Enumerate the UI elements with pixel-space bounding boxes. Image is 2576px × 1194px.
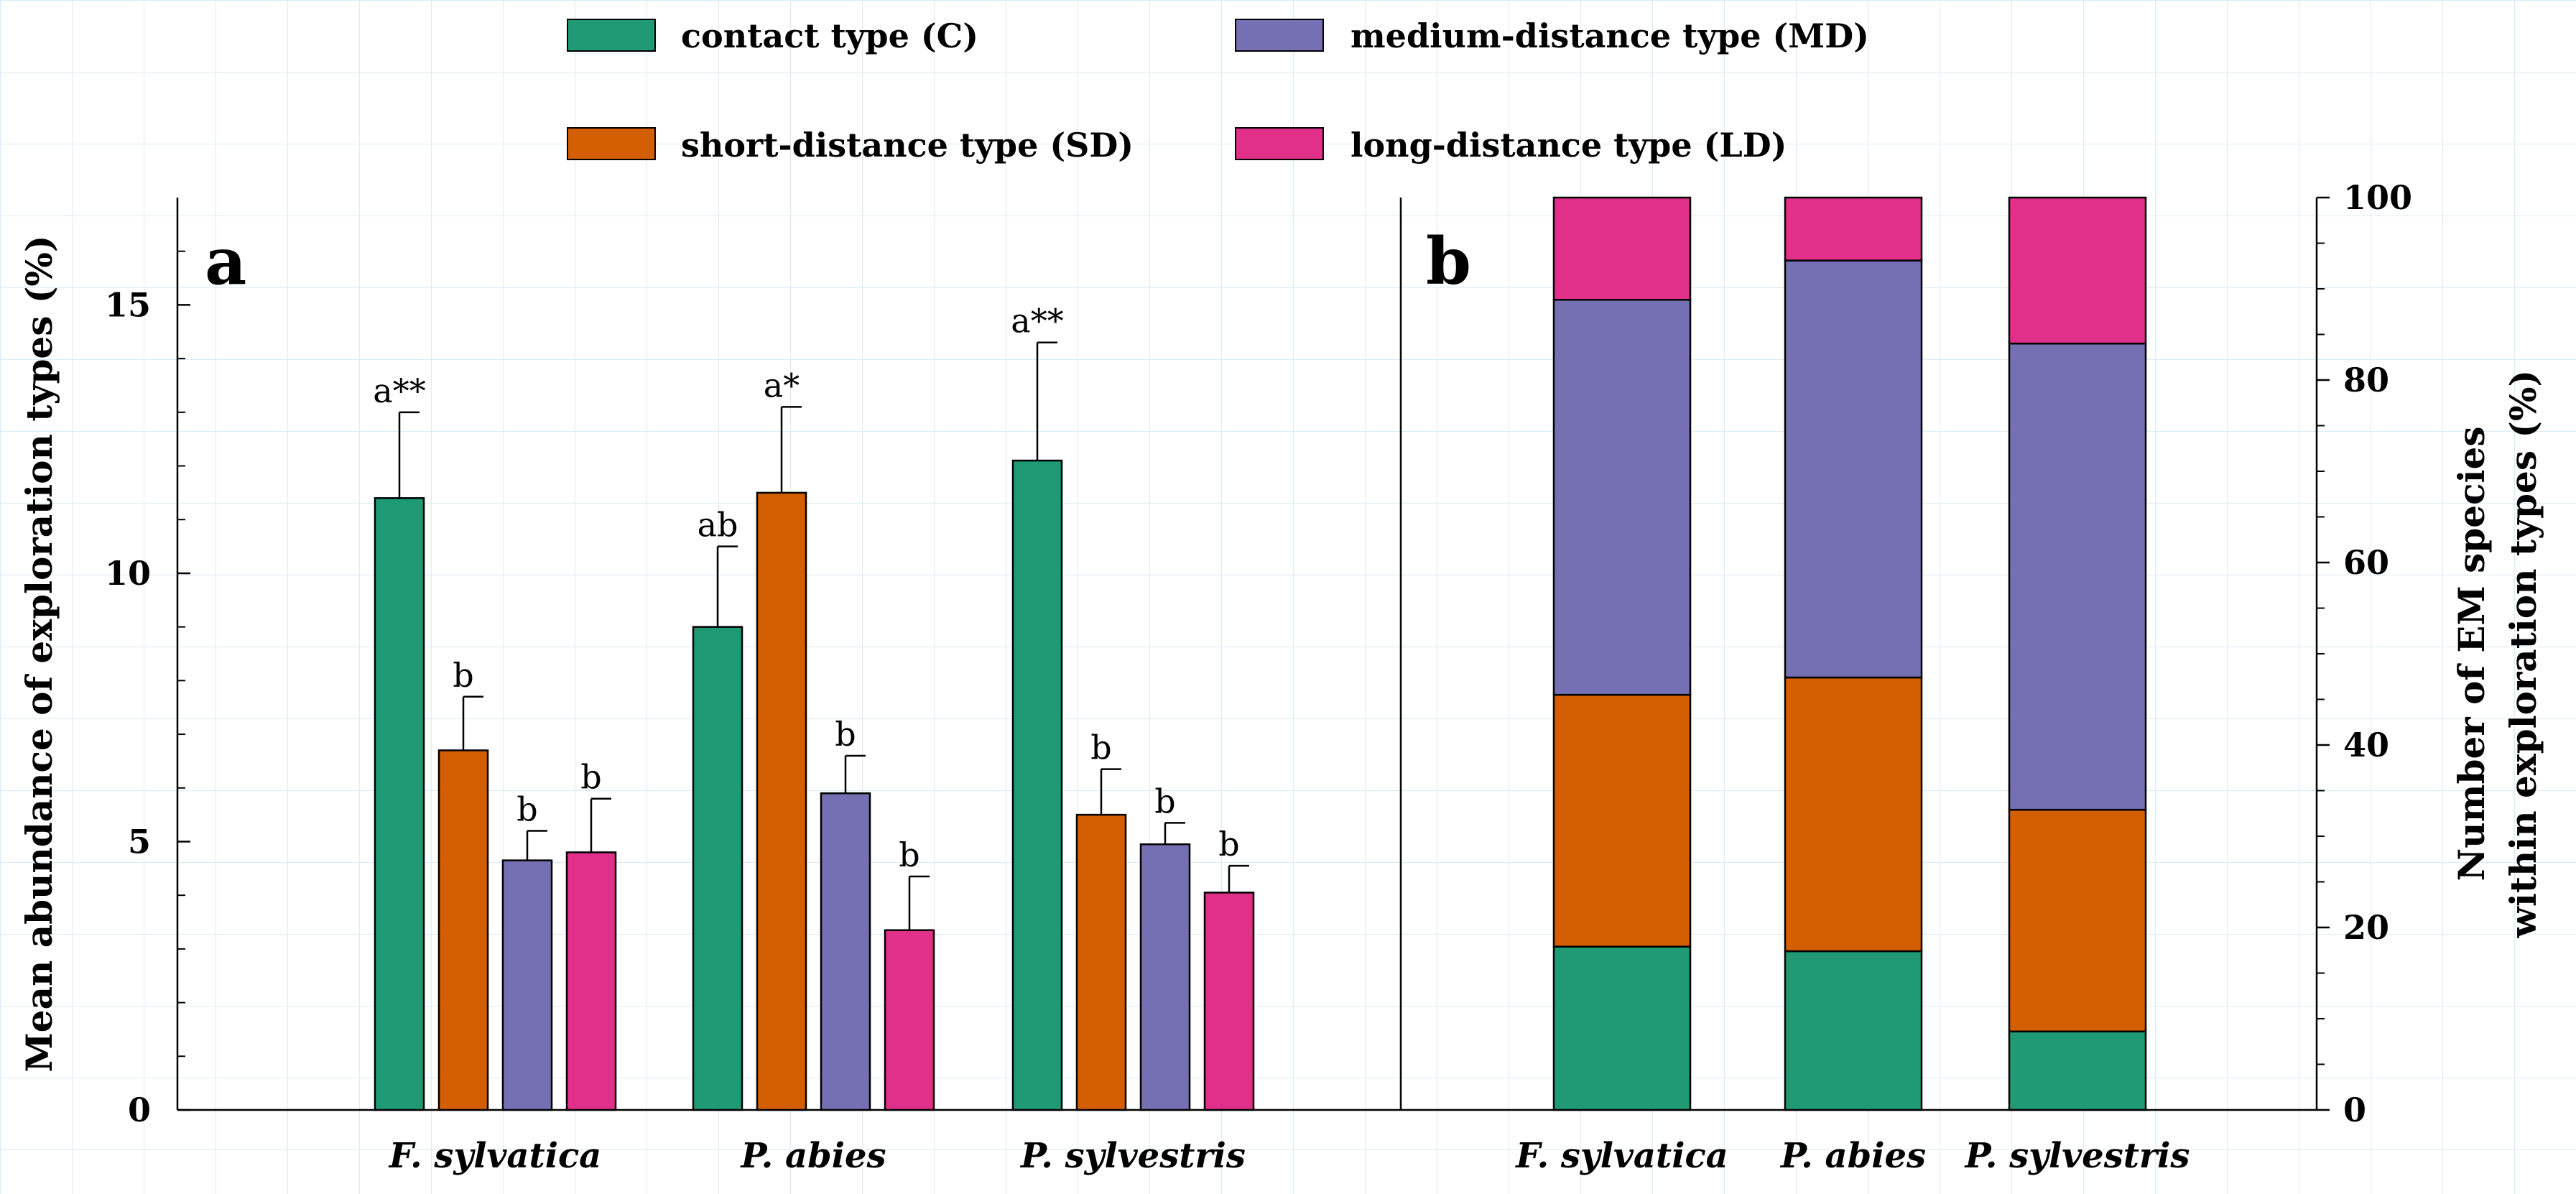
bar-b-f-sylvatica-c	[1552, 945, 1692, 1111]
panel-b-y-tick-label: 0	[2343, 1091, 2366, 1129]
panel-b-y-tick-label: 80	[2343, 361, 2389, 399]
panel-a-category-label: P. abies	[739, 1136, 886, 1176]
bar-b-p-abies-md	[1784, 259, 1923, 679]
panel-a-y-tick-label: 10	[105, 554, 151, 593]
panel-a-significance-label: b	[1154, 782, 1175, 820]
bar-b-f-sylvatica-ld	[1552, 196, 1692, 301]
bar-a-p-sylvestris-sd	[1075, 813, 1127, 1111]
bar-a-p-sylvestris-ld	[1203, 892, 1255, 1111]
bar-b-p-abies-sd	[1784, 676, 1923, 953]
panel-a-significance-label: b	[453, 656, 473, 695]
panel-b-y-tick-label: 100	[2343, 178, 2412, 217]
panel-b-category-label: P. sylvestris	[1964, 1136, 2190, 1176]
panel-a-category-label: P. sylvestris	[1019, 1136, 1246, 1176]
legend-item-md: medium-distance type (MD)	[1235, 17, 1869, 55]
bar-a-p-abies-sd	[756, 491, 807, 1111]
panel-b-y-axis-title-line1: Number of EM species	[2450, 427, 2493, 881]
panel-b-y-axis-title-line2: within exploration types (%)	[2502, 370, 2544, 938]
panel-b-category-label: P. abies	[1779, 1136, 1926, 1176]
panel-a-category-label: F. sylvatica	[388, 1136, 602, 1176]
legend-label-md: medium-distance type (MD)	[1350, 17, 1869, 55]
legend-swatch-sd	[567, 127, 656, 160]
panel-a-significance-label: a**	[1011, 302, 1063, 341]
legend-item-c: contact type (C)	[567, 17, 978, 55]
panel-a-y-tick-label: 15	[105, 285, 151, 324]
panel-a-significance-label: b	[1090, 728, 1111, 767]
bar-a-p-abies-md	[820, 792, 871, 1111]
bar-b-p-abies-ld	[1784, 196, 1923, 262]
panel-b-category-label: F. sylvatica	[1514, 1136, 1728, 1176]
bar-b-f-sylvatica-md	[1552, 298, 1692, 696]
bar-b-p-sylvestris-c	[2008, 1030, 2147, 1111]
panel-a-significance-label: b	[1218, 825, 1239, 864]
legend-label-ld: long-distance type (LD)	[1350, 126, 1787, 165]
panel-a-label: a	[205, 223, 246, 300]
panel-a-significance-label: a*	[764, 366, 800, 404]
bar-b-p-sylvestris-sd	[2008, 808, 2147, 1033]
legend-item-ld: long-distance type (LD)	[1235, 126, 1787, 165]
legend-label-c: contact type (C)	[681, 17, 978, 55]
bar-a-p-sylvestris-c	[1011, 459, 1063, 1111]
bar-a-f-sylvatica-md	[501, 859, 553, 1111]
bar-a-f-sylvatica-sd	[437, 749, 489, 1111]
panel-a-significance-label: b	[580, 758, 601, 797]
legend: contact type (C) medium-distance type (M…	[567, 17, 1869, 165]
legend-swatch-md	[1235, 19, 1324, 52]
bar-b-p-sylvestris-ld	[2008, 196, 2147, 345]
legend-label-sd: short-distance type (SD)	[681, 126, 1134, 165]
panel-a-significance-label: b	[835, 715, 856, 754]
panel-a-y-axis-title: Mean abundance of exploration types (%)	[18, 235, 60, 1072]
panel-b-y-tick-label: 20	[2343, 908, 2389, 947]
panel-a-y-tick-label: 5	[128, 822, 151, 861]
bar-a-f-sylvatica-ld	[565, 851, 617, 1111]
panel-a-significance-label: ab	[698, 506, 738, 545]
bar-b-p-abies-c	[1784, 950, 1923, 1111]
bar-a-f-sylvatica-c	[374, 497, 425, 1111]
panel-a-significance-label: b	[516, 790, 537, 829]
panel-b-y-tick-label: 60	[2343, 543, 2389, 582]
panel-b-y-tick-label: 40	[2343, 726, 2389, 764]
panel-b-stacked-bar-chart: 0 20 40 60 80 100 F. sylvatica P. abies P. sylve…	[1514, 178, 2412, 1176]
panel-a-significance-label: b	[899, 836, 919, 874]
panel-a-y-tick-label: 0	[128, 1091, 151, 1129]
bar-a-p-abies-ld	[884, 929, 935, 1111]
panel-a-significance-label: a**	[373, 371, 425, 410]
bar-a-p-sylvestris-md	[1139, 843, 1191, 1111]
panel-b-label: b	[1426, 223, 1471, 300]
bar-b-f-sylvatica-sd	[1552, 693, 1692, 948]
legend-item-sd: short-distance type (SD)	[567, 126, 1134, 165]
bar-b-p-sylvestris-md	[2008, 342, 2147, 811]
bar-a-p-abies-c	[692, 626, 743, 1111]
legend-swatch-ld	[1235, 127, 1324, 160]
legend-swatch-c	[567, 19, 656, 52]
panel-a-bar-chart: 0 5 10 15 a** b b b F. sylvatica ab a* b b P. abies a*…	[105, 250, 1255, 1176]
